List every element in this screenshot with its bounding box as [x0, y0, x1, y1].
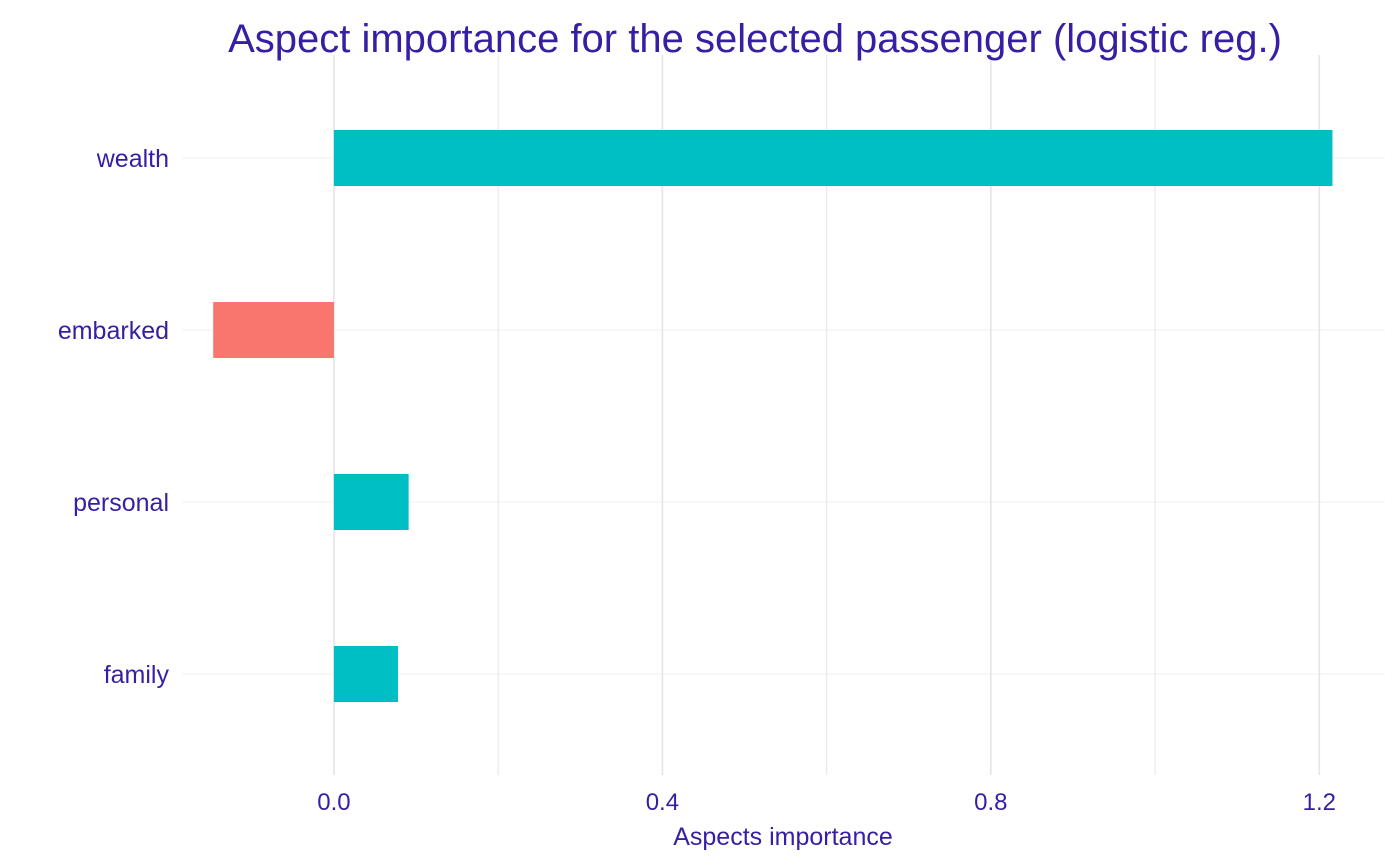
chart-title: Aspect importance for the selected passe…	[228, 17, 1282, 61]
bars	[213, 130, 1333, 702]
x-tick-label: 0.0	[317, 789, 350, 816]
bar-wealth	[333, 130, 1333, 186]
x-tick-label: 0.4	[646, 789, 679, 816]
x-axis-label: Aspects importance	[673, 823, 893, 851]
x-axis-ticks: 0.0 0.4 0.8 1.2	[317, 789, 1336, 816]
y-tick-label-embarked: embarked	[58, 317, 169, 345]
bar-personal	[333, 474, 409, 530]
x-tick-label: 1.2	[1303, 789, 1336, 816]
y-axis-labels: wealth embarked personal family	[58, 145, 170, 689]
y-tick-label-family: family	[104, 661, 170, 689]
y-tick-label-wealth: wealth	[96, 145, 169, 173]
bar-embarked	[213, 302, 334, 358]
bar-family	[333, 646, 398, 702]
x-tick-label: 0.8	[974, 789, 1007, 816]
y-tick-label-personal: personal	[73, 489, 169, 517]
